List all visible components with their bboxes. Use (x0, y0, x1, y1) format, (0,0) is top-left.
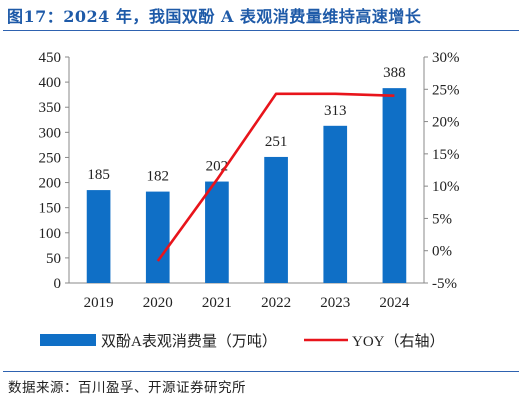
right-axis-tick-label: 25% (432, 82, 460, 98)
right-axis-tick-label: 15% (432, 147, 460, 163)
source-divider (3, 371, 519, 372)
legend-bar-label: 双酚A表观消费量（万吨） (101, 333, 277, 350)
right-axis-tick-label: 10% (432, 179, 460, 195)
left-axis-tick-label: 50 (46, 251, 61, 267)
left-axis-tick-label: 250 (39, 150, 62, 166)
bar-consumption (382, 88, 407, 283)
right-axis-tick-label: 20% (432, 115, 460, 131)
left-axis-tick-label: 150 (39, 201, 62, 217)
x-axis-tick-label: 2019 (84, 295, 114, 311)
bar-value-label: 182 (147, 169, 170, 185)
right-axis-tick-label: 5% (432, 211, 452, 227)
title-divider (3, 30, 519, 31)
right-axis-tick-label: 30% (432, 50, 460, 66)
right-axis-tick-label: -5% (432, 276, 457, 292)
left-axis-tick-label: 400 (39, 75, 62, 91)
x-axis-tick-label: 2024 (379, 295, 410, 311)
x-axis-tick-label: 2023 (320, 295, 350, 311)
bar-value-label: 185 (87, 167, 110, 183)
x-axis-tick-label: 2020 (143, 295, 173, 311)
left-axis-tick-label: 200 (39, 176, 62, 192)
bar-consumption (264, 156, 288, 283)
bar-consumption (145, 191, 170, 283)
bar-value-label: 388 (383, 65, 406, 81)
legend-line-label: YOY（右轴） (352, 333, 445, 350)
bar-consumption (205, 181, 229, 283)
left-axis-tick-label: 100 (39, 226, 62, 242)
figure-title: 图17：2024 年，我国双酚 A 表观消费量维持高速增长 (7, 7, 422, 26)
yoy-line (156, 92, 395, 262)
left-axis-tick-label: 300 (39, 125, 62, 141)
right-axis-tick-label: 0% (432, 244, 452, 260)
left-axis-tick-label: 450 (39, 50, 62, 66)
bar-value-label: 251 (265, 134, 288, 150)
bar-consumption (323, 125, 348, 283)
x-axis-tick-label: 2021 (202, 295, 232, 311)
chart: 0 50 100 150 200 250 300 350 400 450 -5% 0% 5% 10% 15%… (39, 50, 460, 350)
bar-consumption (86, 190, 111, 283)
x-axis-tick-label: 2022 (261, 295, 291, 311)
left-axis-tick-label: 350 (39, 100, 62, 116)
left-axis-tick-label: 0 (54, 276, 62, 292)
legend-bar-swatch (40, 334, 96, 346)
bar-value-label: 313 (324, 103, 347, 119)
source-note: 数据来源：百川盈孚、开源证券研究所 (8, 380, 246, 396)
